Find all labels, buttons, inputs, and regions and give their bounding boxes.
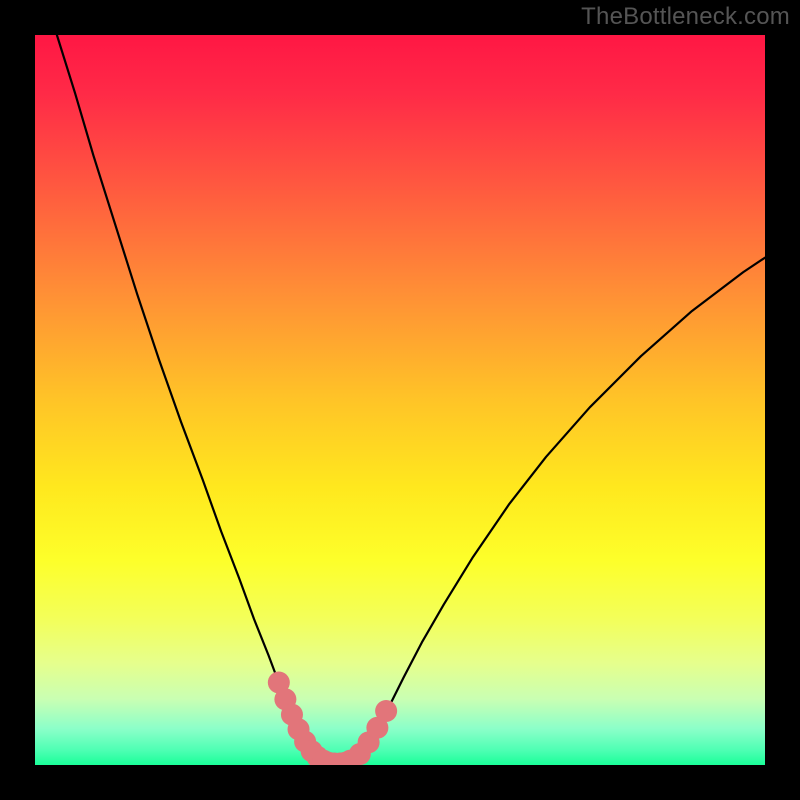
chart-wrapper: TheBottleneck.com (0, 0, 800, 800)
marker-point (375, 700, 397, 722)
bottleneck-chart (0, 0, 800, 800)
plot-gradient-background (35, 35, 765, 765)
watermark-text: TheBottleneck.com (581, 3, 790, 31)
